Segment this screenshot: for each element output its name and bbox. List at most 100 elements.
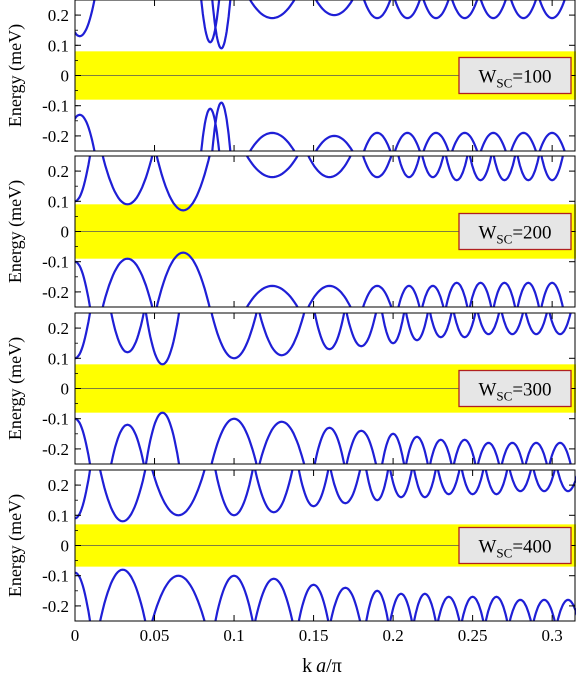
band-branch-lower-8 <box>381 432 406 464</box>
band-branch-upper-12 <box>460 470 485 496</box>
band-branch-lower-1 <box>75 417 92 464</box>
band-branch-upper-14 <box>524 313 548 336</box>
band-branch-upper-9 <box>444 156 469 182</box>
band-branch-lower-4 <box>245 284 299 307</box>
band-branch-lower-14 <box>524 441 548 464</box>
legend-label-value: =200 <box>512 223 551 244</box>
band-branch-upper-13 <box>500 313 525 336</box>
band-branch-upper-10 <box>479 0 507 20</box>
legend-label-sub: SC <box>496 546 512 561</box>
band-branch-upper-5 <box>258 313 306 357</box>
band-branch-upper-10 <box>412 470 437 499</box>
band-branch-lower-10 <box>468 281 493 307</box>
x-tick-label: 0.25 <box>458 626 488 645</box>
legend-label-sub: SC <box>496 76 512 91</box>
band-branch-upper-12 <box>476 313 501 336</box>
band-branch-upper-15 <box>548 313 572 336</box>
band-branch-upper-3 <box>144 313 181 366</box>
legend-label-main: W <box>478 223 496 244</box>
band-lines <box>75 0 566 151</box>
band-branch-upper-3 <box>155 156 211 212</box>
band-branch-lower-5 <box>314 134 354 151</box>
band-branch-upper-9 <box>451 0 479 20</box>
x-tick-label: 0.15 <box>299 626 329 645</box>
band-branch-upper-3 <box>151 470 206 517</box>
band-branch-lower-12 <box>538 131 566 151</box>
band-branch-lower-12 <box>460 595 485 621</box>
y-tick-label: -0.2 <box>42 440 69 459</box>
band-branch-lower-6 <box>362 131 392 151</box>
band-branch-lower-4 <box>210 417 258 464</box>
band-branch-upper-8 <box>381 313 406 345</box>
band-lines <box>75 470 576 621</box>
band-branch-lower-12 <box>476 441 501 464</box>
y-tick-label: -0.2 <box>42 597 69 616</box>
band-branch-upper-1 <box>75 0 96 38</box>
legend-label-value: =300 <box>512 380 551 401</box>
band-branch-lower-13 <box>484 595 509 621</box>
band-branch-lower-1 <box>75 260 92 307</box>
panel-2: -0.2 -0.1 0 0.1 0.2 Energy (meV) WSC=200 <box>5 155 576 308</box>
band-branch-upper-8 <box>422 0 450 20</box>
panel-3: -0.2 -0.1 0 0.1 0.2 Energy (meV) WSC=300 <box>5 312 576 465</box>
band-branch-upper-4 <box>214 470 254 517</box>
y-axis-label: Energy (meV) <box>5 24 26 127</box>
y-tick-label: 0.1 <box>48 36 69 55</box>
legend-label: WSC=100 <box>478 67 551 91</box>
band-branch-lower-15 <box>532 598 556 621</box>
y-tick-label: 0.2 <box>48 6 69 25</box>
band-branch-lower-11 <box>452 438 477 464</box>
band-branch-lower-7 <box>397 284 421 307</box>
x-axis-label-k: k <box>302 655 312 677</box>
x-axis-label-a: a <box>316 655 326 677</box>
y-tick-label: -0.1 <box>42 410 69 429</box>
legend-label-value: =100 <box>512 67 551 88</box>
x-tick-label: 0.3 <box>542 626 563 645</box>
legend-label-main: W <box>478 67 496 88</box>
band-branch-upper-11 <box>452 313 477 339</box>
band-branch-lower-15 <box>548 441 572 464</box>
band-branch-upper-2 <box>101 156 154 206</box>
panel-legend: WSC=400 <box>458 526 572 565</box>
band-branch-upper-7 <box>393 0 421 20</box>
legend-box <box>458 526 572 565</box>
legend-label-value: =400 <box>512 537 551 558</box>
band-branch-upper-2 <box>200 0 221 44</box>
band-branch-lower-4 <box>248 131 296 151</box>
legend-box <box>458 212 572 251</box>
band-branch-upper-4 <box>245 156 299 179</box>
band-branch-lower-16 <box>556 598 576 621</box>
band-branch-lower-14 <box>508 598 533 621</box>
band-branch-lower-4 <box>214 574 254 621</box>
band-branch-upper-6 <box>313 313 346 351</box>
y-tick-label: 0.2 <box>48 319 69 338</box>
band-branch-lower-10 <box>429 438 453 464</box>
band-branch-upper-11 <box>509 0 538 20</box>
legend-label-main: W <box>478 537 496 558</box>
band-branch-lower-6 <box>297 583 330 621</box>
band-branch-upper-7 <box>397 156 421 179</box>
band-branch-lower-10 <box>412 592 437 621</box>
y-tick-label: 0 <box>61 380 70 399</box>
band-branch-upper-7 <box>345 313 378 348</box>
band-branch-lower-3 <box>211 101 232 151</box>
band-branch-upper-6 <box>362 0 392 20</box>
band-branch-upper-4 <box>210 313 258 360</box>
legend-label-main: W <box>478 380 496 401</box>
band-branch-upper-6 <box>297 470 330 508</box>
y-tick-label: -0.2 <box>42 283 69 302</box>
band-branch-upper-1 <box>75 313 92 360</box>
band-branch-upper-9 <box>389 470 413 499</box>
band-branch-lower-7 <box>329 586 362 621</box>
band-branch-lower-3 <box>151 574 206 621</box>
band-branch-upper-14 <box>508 470 533 493</box>
band-branch-lower-1 <box>75 571 92 621</box>
band-branch-lower-8 <box>421 284 445 307</box>
panel-legend: WSC=100 <box>458 56 572 95</box>
band-branch-lower-5 <box>307 284 352 307</box>
band-branch-lower-1 <box>75 113 96 151</box>
x-tick-label: 0.1 <box>223 626 244 645</box>
band-branch-lower-5 <box>254 577 294 621</box>
band-branch-lower-9 <box>389 592 413 621</box>
